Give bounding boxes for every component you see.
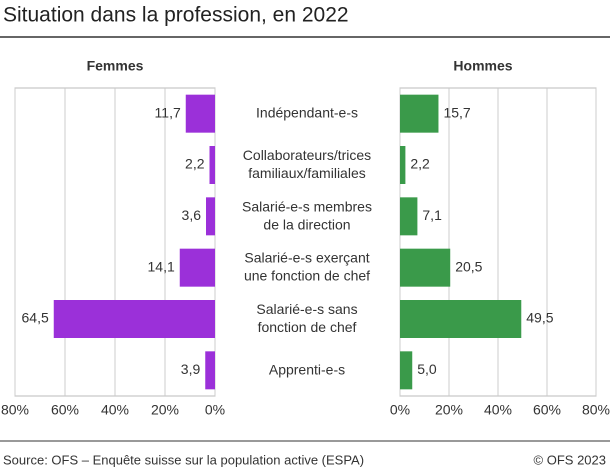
x-tick-label: 80%	[582, 402, 610, 418]
bar	[400, 300, 522, 338]
value-label: 15,7	[443, 104, 470, 120]
source: Source: OFS – Enquête suisse sur la popu…	[3, 452, 364, 467]
bar	[400, 146, 406, 184]
category-label: Salarié-e-s exerçant une fonction de chef	[244, 249, 370, 283]
bar	[53, 300, 215, 338]
category-label: Salarié-e-s membres de la direction	[242, 198, 372, 232]
x-tick-label: 40%	[484, 402, 512, 418]
value-label: 49,5	[526, 310, 553, 326]
value-label: 2,2	[410, 156, 430, 172]
category-label: Apprenti-e-s	[269, 361, 345, 377]
category-label: Salarié-e-s sans fonction de chef	[256, 301, 357, 335]
x-tick-label: 20%	[151, 402, 179, 418]
chart-title: Situation dans la profession, en 2022	[3, 4, 349, 27]
bar	[209, 146, 215, 184]
bar	[205, 351, 215, 390]
x-tick-label: 40%	[101, 402, 129, 418]
value-label: 5,0	[417, 361, 437, 377]
category-label: Collaborateurs/trices familiaux/familiale…	[243, 147, 371, 181]
bar	[179, 248, 215, 287]
category-label: Indépendant-e-s	[256, 104, 358, 120]
x-tick-label: 20%	[435, 402, 463, 418]
bar	[400, 197, 418, 236]
value-label: 7,1	[422, 207, 442, 223]
value-label: 3,6	[182, 207, 202, 223]
value-label: 14,1	[148, 258, 175, 274]
bar	[400, 248, 451, 287]
panel-header: Hommes	[453, 58, 512, 74]
bar	[185, 94, 215, 133]
value-label: 64,5	[22, 310, 49, 326]
copyright: © OFS 2023	[534, 452, 606, 467]
value-label: 11,7	[155, 104, 181, 120]
x-tick-label: 60%	[51, 402, 79, 418]
x-tick-label: 0%	[205, 402, 225, 418]
bar	[206, 197, 215, 236]
value-label: 2,2	[185, 156, 205, 172]
x-tick-label: 60%	[533, 402, 561, 418]
bar	[400, 94, 439, 133]
x-tick-label: 0%	[390, 402, 410, 418]
value-label: 3,9	[181, 361, 201, 377]
value-label: 20,5	[455, 258, 482, 274]
x-tick-label: 80%	[1, 402, 29, 418]
bar	[400, 351, 413, 390]
panel-header: Femmes	[87, 58, 144, 74]
